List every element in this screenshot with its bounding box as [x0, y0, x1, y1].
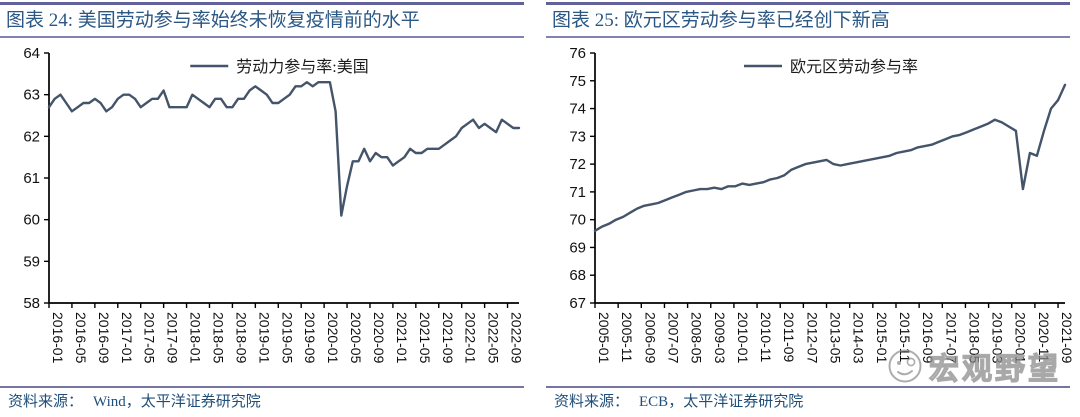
panel-us-chart: 图表 24: 美国劳动参与率始终未恢复疫情前的水平 58 59 60 61 62 63 64… [0, 0, 534, 417]
svg-text:2011-09: 2011-09 [781, 312, 797, 363]
svg-text:2013-05: 2013-05 [828, 312, 844, 364]
svg-text:2010-01: 2010-01 [735, 312, 751, 364]
svg-text:2009-03: 2009-03 [712, 312, 728, 364]
svg-text:欧元区劳动参与率: 欧元区劳动参与率 [790, 58, 918, 76]
svg-text:2015-01: 2015-01 [874, 312, 890, 364]
svg-text:71: 71 [569, 184, 586, 201]
svg-text:2022-09: 2022-09 [509, 312, 525, 364]
svg-text:2018-05: 2018-05 [211, 312, 227, 364]
svg-text:72: 72 [569, 156, 586, 173]
svg-text:64: 64 [23, 45, 40, 62]
svg-text:62: 62 [23, 128, 40, 145]
svg-text:2019-03: 2019-03 [990, 312, 1006, 364]
svg-text:59: 59 [23, 253, 40, 270]
svg-text:73: 73 [569, 128, 586, 145]
us-labor-participation-chart: 58 59 60 61 62 63 64 2016-01 2016-05 2016-09 2017-… [23, 45, 525, 364]
svg-text:2018-01: 2018-01 [188, 312, 204, 364]
svg-text:2021-09: 2021-09 [440, 312, 456, 364]
svg-text:58: 58 [23, 295, 40, 312]
svg-text:2005-11: 2005-11 [619, 312, 635, 363]
eurozone-labor-participation-chart: 67 68 69 70 71 72 73 74 75 76 2005-01 2005-11 2006-0… [569, 45, 1075, 364]
svg-text:2018-09: 2018-09 [233, 312, 249, 364]
svg-text:2020-01: 2020-01 [325, 312, 341, 364]
svg-text:2016-09: 2016-09 [96, 312, 112, 364]
svg-text:2019-09: 2019-09 [302, 312, 318, 364]
svg-text:2007-07: 2007-07 [666, 312, 682, 364]
svg-text:2018-05: 2018-05 [966, 312, 982, 364]
svg-text:60: 60 [23, 212, 40, 229]
svg-text:69: 69 [569, 239, 586, 256]
svg-text:67: 67 [569, 295, 586, 312]
svg-text:2021-01: 2021-01 [394, 312, 410, 364]
chart-title-us: 图表 24: 美国劳动参与率始终未恢复疫情前的水平 [6, 10, 420, 31]
svg-text:2017-05: 2017-05 [142, 312, 158, 364]
svg-text:70: 70 [569, 212, 586, 229]
title-underline [0, 36, 524, 38]
source-rule [0, 386, 524, 388]
svg-text:2012-07: 2012-07 [804, 312, 820, 364]
svg-text:75: 75 [569, 73, 586, 90]
svg-text:2016-05: 2016-05 [73, 312, 89, 364]
svg-text:2016-09: 2016-09 [920, 312, 936, 364]
svg-text:2017-01: 2017-01 [119, 312, 135, 364]
source-label: 资料来源： [8, 394, 84, 410]
svg-text:2020-09: 2020-09 [371, 312, 387, 364]
svg-text:63: 63 [23, 87, 40, 104]
svg-text:2010-11: 2010-11 [758, 312, 774, 363]
svg-text:74: 74 [569, 101, 586, 118]
svg-text:2020-11: 2020-11 [1036, 312, 1052, 363]
source-rule [546, 386, 1070, 388]
svg-text:2017-07: 2017-07 [943, 312, 959, 364]
svg-text:2019-01: 2019-01 [256, 312, 272, 364]
source-label: 资料来源： [554, 394, 630, 410]
source-line-eurozone: 资料来源： ECB，太平洋证券研究院 [554, 391, 1070, 413]
svg-text:2005-01: 2005-01 [596, 312, 612, 364]
svg-text:2008-05: 2008-05 [689, 312, 705, 364]
chart-title-eurozone: 图表 25: 欧元区劳动参与率已经创下新高 [552, 10, 890, 31]
svg-text:2022-05: 2022-05 [486, 312, 502, 364]
top-rule [546, 2, 1070, 5]
svg-text:2021-05: 2021-05 [417, 312, 433, 364]
svg-text:2022-01: 2022-01 [463, 312, 479, 364]
svg-text:2020-01: 2020-01 [1013, 312, 1029, 364]
top-rule [0, 2, 524, 5]
title-underline [546, 36, 1070, 38]
panel-eurozone-chart: 图表 25: 欧元区劳动参与率已经创下新高 67 68 69 70 71 72 73 74 75… [546, 0, 1080, 417]
svg-text:68: 68 [569, 267, 586, 284]
svg-text:2019-05: 2019-05 [279, 312, 295, 364]
source-line-us: 资料来源： Wind，太平洋证券研究院 [8, 391, 524, 413]
svg-text:2014-03: 2014-03 [851, 312, 867, 364]
svg-text:61: 61 [23, 170, 40, 187]
svg-text:2017-09: 2017-09 [165, 312, 181, 364]
svg-text:劳动力参与率:美国: 劳动力参与率:美国 [236, 58, 368, 76]
svg-text:2021-09: 2021-09 [1059, 312, 1075, 364]
svg-text:2016-01: 2016-01 [50, 312, 66, 364]
source-value: Wind，太平洋证券研究院 [93, 394, 261, 410]
svg-text:2020-05: 2020-05 [348, 312, 364, 364]
svg-text:2015-11: 2015-11 [897, 312, 913, 363]
source-value: ECB，太平洋证券研究院 [639, 394, 804, 410]
svg-text:2006-09: 2006-09 [642, 312, 658, 364]
svg-text:76: 76 [569, 45, 586, 62]
